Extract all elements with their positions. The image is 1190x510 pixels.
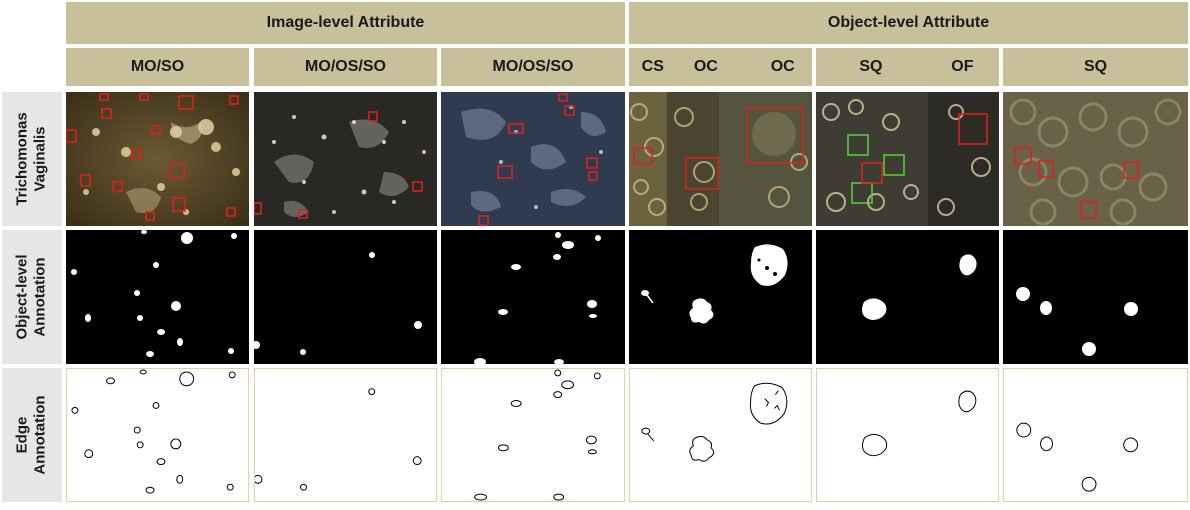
row-label-image: Trichomonas Vaginalis xyxy=(2,92,62,226)
row-label-object: Object-level Annotation xyxy=(2,230,62,364)
edge-1 xyxy=(66,368,249,502)
micrograph-5 xyxy=(816,92,999,226)
column-header-4: CS OC OC xyxy=(629,48,812,86)
row-label-edge: Edge Annotation xyxy=(2,368,62,502)
micrograph-6 xyxy=(1003,92,1188,226)
image-level-header-label: Image-level Attribute xyxy=(266,14,425,31)
mask-1 xyxy=(66,230,249,364)
column-label: CS xyxy=(641,58,664,75)
column-header-6: SQ xyxy=(1003,48,1188,86)
row-label-text: Trichomonas Vaginalis xyxy=(14,112,50,206)
column-label: MO/SO xyxy=(130,58,185,75)
edge-6 xyxy=(1003,368,1188,502)
column-label: MO/OS/SO xyxy=(305,58,386,75)
object-level-header: Object-level Attribute xyxy=(629,2,1188,44)
column-label: OC xyxy=(770,58,795,75)
column-label: MO/OS/SO xyxy=(492,58,574,75)
micrograph-2 xyxy=(254,92,437,226)
column-header-1: MO/SO xyxy=(66,48,249,86)
object-level-header-label: Object-level Attribute xyxy=(827,14,990,31)
mask-2 xyxy=(254,230,437,364)
column-label: OC xyxy=(693,58,718,75)
mask-5 xyxy=(816,230,999,364)
column-header-3: MO/OS/SO xyxy=(441,48,625,86)
micrograph-3 xyxy=(441,92,625,226)
edge-4 xyxy=(629,368,812,502)
mask-3 xyxy=(441,230,625,364)
row-label-text: Edge Annotation xyxy=(14,395,49,475)
micrograph-1 xyxy=(66,92,249,226)
column-header-2: MO/OS/SO xyxy=(254,48,437,86)
column-label: OF xyxy=(951,58,974,75)
edge-5 xyxy=(816,368,999,502)
column-label: SQ xyxy=(1083,58,1108,75)
mask-4 xyxy=(629,230,812,364)
image-level-header: Image-level Attribute xyxy=(66,2,625,44)
micrograph-4 xyxy=(629,92,812,226)
edge-3 xyxy=(441,368,625,502)
row-label-text: Object-level Annotation xyxy=(14,254,50,340)
column-header-5: SQ OF xyxy=(816,48,999,86)
edge-2 xyxy=(254,368,437,502)
column-label: SQ xyxy=(859,58,883,75)
mask-6 xyxy=(1003,230,1188,364)
